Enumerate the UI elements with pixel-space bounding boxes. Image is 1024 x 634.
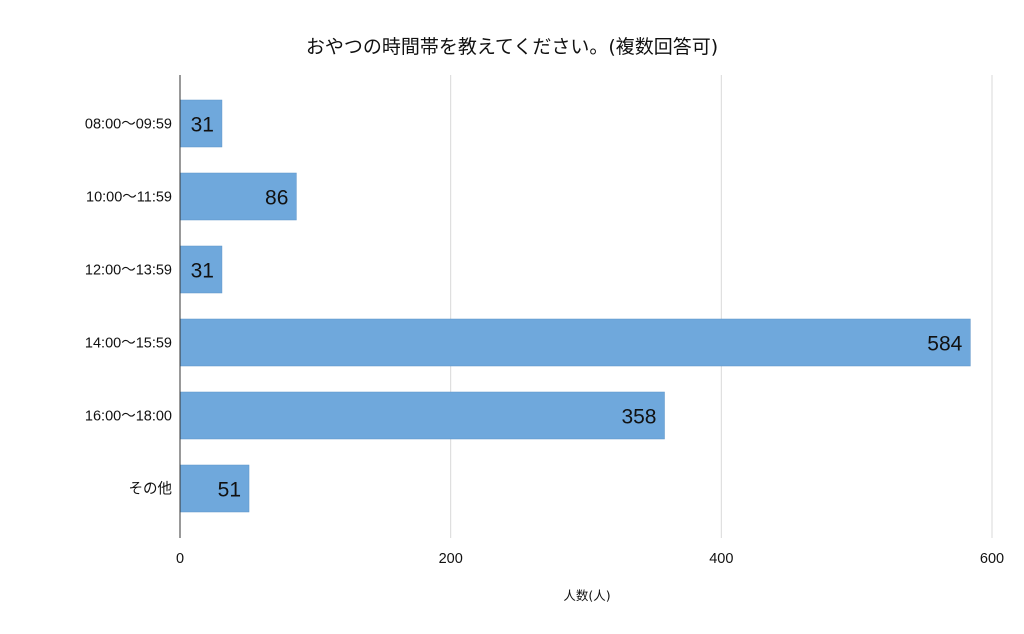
data-label: 584	[927, 333, 962, 356]
category-label: 14:00〜15:59	[85, 336, 172, 352]
category-label: 16:00〜18:00	[85, 409, 172, 425]
data-labels: 31 86 31 584 358 51	[191, 114, 963, 502]
bars	[179, 99, 971, 513]
chart-title: おやつの時間帯を教えてください。(複数回答可)	[306, 36, 718, 58]
x-axis-title: 人数(人)	[563, 588, 610, 603]
bar	[179, 99, 223, 148]
x-tick-label: 400	[709, 551, 733, 567]
x-tick-label: 600	[980, 551, 1004, 567]
data-label: 358	[621, 406, 656, 429]
gridlines	[450, 75, 993, 538]
category-label: 08:00〜09:59	[85, 117, 172, 133]
data-label: 51	[218, 479, 241, 502]
category-labels: 08:00〜09:59 10:00〜11:59 12:00〜13:59 14:00〜1…	[85, 117, 172, 498]
bar	[179, 245, 223, 294]
bar	[179, 318, 971, 367]
data-label: 31	[191, 260, 214, 283]
x-tick-label: 200	[439, 551, 463, 567]
data-label: 31	[191, 114, 214, 137]
x-tick-labels: 0 200 400 600	[176, 551, 1004, 567]
bar	[179, 464, 250, 513]
category-label: 12:00〜13:59	[85, 263, 172, 279]
category-label: その他	[129, 481, 173, 498]
data-label: 86	[265, 187, 288, 210]
category-label: 10:00〜11:59	[86, 190, 172, 206]
bar	[179, 391, 665, 440]
x-tick-label: 0	[176, 551, 184, 567]
bar	[179, 172, 297, 221]
